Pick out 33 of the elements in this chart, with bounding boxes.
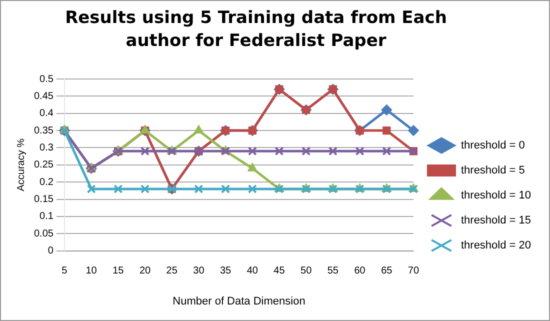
y-tick-label: 0.05: [34, 228, 54, 240]
x-tick-label: 55: [327, 266, 339, 277]
x-tick-label: 10: [86, 266, 98, 277]
x-tick-label: 5: [62, 266, 68, 277]
legend-label: threshold = 5: [460, 164, 525, 177]
y-tick-label: 0.25: [34, 160, 54, 171]
y-tick-label: 0.5: [40, 74, 54, 85]
legend-label: threshold = 20: [460, 240, 532, 252]
x-tick-label: 60: [354, 266, 366, 277]
y-tick-label: 0.4: [40, 108, 54, 120]
y-tick-label: 0.15: [34, 194, 54, 206]
y-tick-label: 0.3: [40, 142, 54, 154]
legend-label: threshold = 0: [460, 140, 525, 152]
x-tick-label: 65: [381, 266, 393, 277]
x-tick-label: 70: [408, 266, 420, 277]
legend-label: threshold = 10: [460, 190, 532, 202]
y-tick-label: 0.45: [34, 90, 54, 102]
x-tick-label: 20: [139, 266, 152, 277]
x-tick-label: 45: [274, 266, 286, 277]
x-tick-label: 40: [246, 266, 258, 277]
y-tick-label: 0.1: [40, 211, 54, 222]
x-tick-label: 50: [300, 266, 312, 277]
chart-title: Results using 5 Training data from Each author for Federalist Paper: [64, 7, 448, 53]
x-axis-title: Number of Data Dimension: [172, 295, 306, 308]
y-tick-label: 0.2: [40, 176, 54, 188]
x-tick-label: 35: [220, 266, 232, 277]
x-tick-label: 30: [193, 266, 205, 277]
x-tick-label: 25: [166, 266, 178, 277]
y-axis-title: Accuracy %: [16, 138, 27, 192]
y-tick-label: 0: [48, 246, 54, 257]
legend-label: threshold = 15: [460, 214, 532, 227]
y-tick-label: 0.35: [34, 125, 54, 136]
x-tick-label: 15: [112, 266, 124, 277]
